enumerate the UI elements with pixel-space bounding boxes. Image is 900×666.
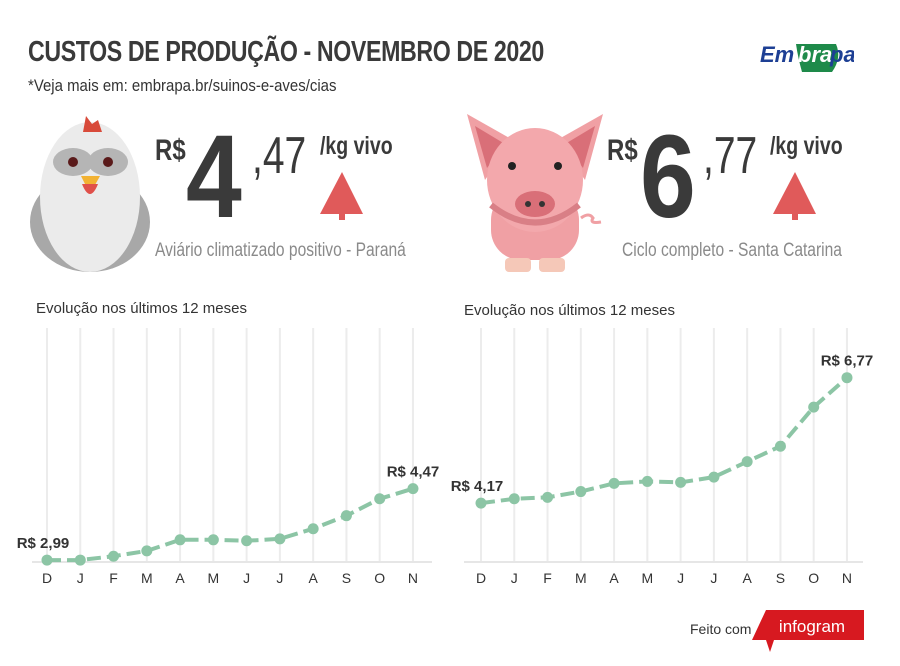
data-point	[575, 486, 587, 498]
x-tick-label: J	[77, 570, 84, 586]
chicken-price-cents: ,47	[252, 127, 307, 185]
x-tick-label: F	[109, 570, 118, 586]
data-point	[407, 483, 419, 495]
x-tick-label: J	[710, 570, 717, 586]
data-label: R$ 4,17	[451, 478, 504, 495]
arrow-up-icon	[773, 172, 816, 220]
x-tick-label: M	[208, 570, 220, 586]
x-tick-label: N	[842, 570, 852, 586]
pig-illustration	[467, 114, 603, 272]
data-point	[241, 535, 253, 547]
data-point	[307, 523, 319, 535]
x-tick-label: M	[642, 570, 654, 586]
data-point	[708, 471, 720, 483]
data-point	[841, 372, 853, 384]
chicken-unit: /kg vivo	[320, 132, 393, 160]
x-tick-label: J	[677, 570, 684, 586]
data-point	[641, 475, 653, 487]
infogram-text: infogram	[779, 617, 845, 636]
data-point	[542, 491, 554, 503]
x-tick-label: M	[575, 570, 587, 586]
x-tick-label: S	[776, 570, 785, 586]
data-point	[174, 534, 186, 546]
data-point	[774, 440, 786, 452]
x-tick-label: J	[276, 570, 283, 586]
series-line	[47, 486, 414, 563]
chicken-caption: Aviário climatizado positivo - Paraná	[155, 240, 406, 261]
x-tick-label: D	[42, 570, 52, 586]
x-tick-label: O	[374, 570, 385, 586]
x-tick-label: A	[742, 570, 752, 586]
data-point	[207, 534, 219, 546]
data-point	[741, 456, 753, 468]
chicken-cost-chart: D J F M A M J J A S O N R$ 2,99 R$ 4,47	[17, 328, 440, 586]
data-point	[475, 497, 487, 509]
infogram-badge[interactable]: infogram	[752, 610, 864, 652]
series-line	[480, 376, 849, 506]
pig-price-cents: ,77	[703, 127, 758, 185]
x-tick-label: N	[408, 570, 418, 586]
pig-caption: Ciclo completo - Santa Catarina	[622, 240, 842, 261]
data-point	[374, 493, 386, 505]
data-point	[340, 510, 352, 522]
x-tick-label: J	[511, 570, 518, 586]
pig-cost-chart: D J F M A M J J A S O N R$ 4,17 R$ 6,77	[451, 328, 874, 586]
made-with-label: Feito com	[690, 621, 752, 637]
data-point	[141, 545, 153, 557]
data-label: R$ 2,99	[17, 535, 70, 552]
chicken-chart-title: Evolução nos últimos 12 meses	[36, 300, 247, 317]
x-tick-label: A	[609, 570, 619, 586]
data-point	[608, 477, 620, 489]
data-point	[108, 550, 120, 562]
data-label: R$ 6,77	[821, 353, 874, 370]
data-point	[675, 476, 687, 488]
x-tick-label: F	[543, 570, 552, 586]
embrapa-logo: Em bra pa	[760, 42, 854, 72]
pig-currency: R$	[607, 134, 638, 167]
x-tick-label: M	[141, 570, 153, 586]
x-tick-label: O	[808, 570, 819, 586]
x-tick-label: J	[243, 570, 250, 586]
pig-unit: /kg vivo	[770, 132, 843, 160]
page-title: CUSTOS DE PRODUÇÃO - NOVEMBRO DE 2020	[28, 36, 544, 68]
pig-price-integer: 6	[640, 111, 696, 243]
x-tick-label: A	[175, 570, 185, 586]
data-point	[74, 554, 86, 566]
x-tick-label: D	[476, 570, 486, 586]
svg-text:pa: pa	[829, 42, 854, 67]
pig-chart-title: Evolução nos últimos 12 meses	[464, 302, 675, 319]
svg-text:bra: bra	[798, 42, 832, 67]
chicken-price-integer: 4	[186, 111, 242, 243]
arrow-up-icon	[320, 172, 363, 220]
data-point	[274, 533, 286, 545]
svg-text:Em: Em	[760, 42, 794, 67]
x-tick-label: A	[308, 570, 318, 586]
source-note: *Veja mais em: embrapa.br/suinos-e-aves/…	[28, 76, 337, 95]
data-label: R$ 4,47	[387, 464, 440, 481]
data-point	[41, 554, 53, 566]
data-point	[508, 493, 520, 505]
chicken-currency: R$	[155, 134, 186, 167]
data-point	[808, 401, 820, 413]
chicken-illustration	[30, 116, 150, 272]
x-tick-label: S	[342, 570, 351, 586]
